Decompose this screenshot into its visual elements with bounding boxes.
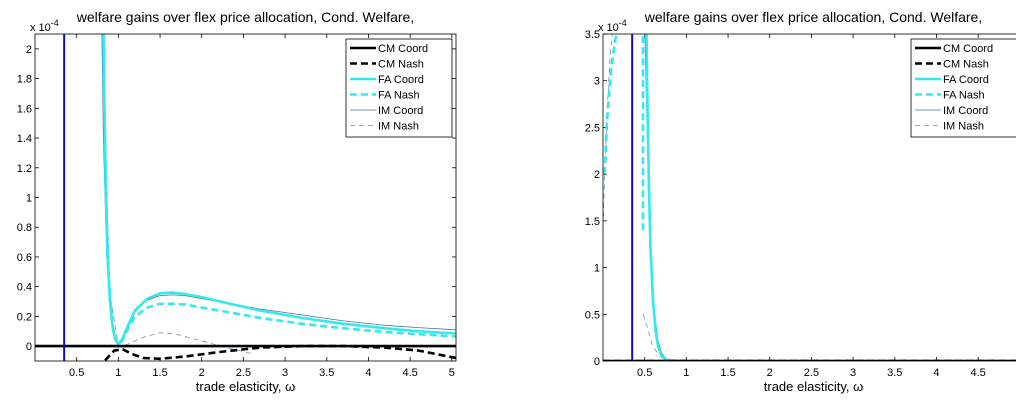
x-tick-label: 3.5 — [319, 367, 334, 379]
y-tick-label: 0 — [26, 341, 32, 353]
legend-label: CM Coord — [943, 43, 993, 55]
legend-label: IM Coord — [378, 105, 423, 117]
x-tick-label: 1 — [683, 367, 689, 379]
series-line-fa-nash — [102, 34, 456, 346]
x-axis-label: trade elasticity, ω — [196, 379, 296, 394]
data-layer — [603, 34, 1016, 361]
x-tick-label: 3 — [850, 367, 856, 379]
x-tick-label: 0.5 — [69, 367, 84, 379]
legend-label: CM Nash — [378, 59, 424, 71]
x-axis-label: trade elasticity, ω — [764, 379, 864, 394]
y-tick-label: 1 — [26, 193, 32, 205]
x-tick-label: 4 — [933, 367, 939, 379]
chart-title: welfare gains over flex price allocation… — [644, 9, 982, 25]
x-tick-label: 2 — [199, 367, 205, 379]
axis-multiplier-exponent: -4 — [51, 18, 59, 28]
x-tick-label: 2 — [767, 367, 773, 379]
series-line-fa-nash — [603, 34, 619, 175]
legend-box — [345, 38, 453, 138]
x-tick-label: 4.5 — [971, 367, 986, 379]
axes-box — [34, 33, 457, 362]
series-line-cm-nash — [102, 344, 456, 361]
legend-label: CM Nash — [943, 59, 989, 71]
legend: CM Coord CM Nash FA Coord FA Nash IM Coord IM… — [345, 38, 453, 138]
legend: CM Coord CM Nash FA Coord FA Nash IM Coord IM… — [910, 38, 1016, 138]
axes-box — [602, 33, 1016, 362]
x-tick-label: 1.5 — [720, 367, 735, 379]
legend-box — [910, 38, 1016, 138]
x-tick-label: 3 — [282, 367, 288, 379]
x-tick-label: 2.5 — [804, 367, 819, 379]
y-tick-label: 1 — [594, 263, 600, 275]
y-tick-label: 0.2 — [17, 311, 32, 323]
axis-multiplier: x 10-4 — [598, 18, 627, 34]
legend-label: FA Nash — [378, 90, 420, 102]
chart-panel-1: 0.5 1 1.5 2 2.5 3 3.5 4 4.5 5 0 0.2 0.4 0.6 0.8 1 1.2 1.4… — [17, 9, 457, 394]
y-tick-label: 0.8 — [17, 222, 32, 234]
y-tick-label: 0.4 — [17, 282, 32, 294]
y-tick-label: 2 — [26, 44, 32, 56]
axis-multiplier: x 10-4 — [30, 18, 59, 34]
y-tick-label: 2.5 — [585, 122, 600, 134]
legend-label: IM Nash — [378, 121, 419, 133]
x-tick-label: 4 — [365, 367, 371, 379]
chart-title: welfare gains over flex price allocation… — [76, 9, 414, 25]
y-tick-label: 0.5 — [585, 309, 600, 321]
y-tick-label: 0.6 — [17, 252, 32, 264]
y-tick-label: 1.6 — [17, 103, 32, 115]
y-tick-label: 2 — [594, 169, 600, 181]
x-tick-label: 1 — [115, 367, 121, 379]
legend-label: IM Coord — [943, 105, 988, 117]
x-tick-label: 3.5 — [887, 367, 902, 379]
legend-label: CM Coord — [378, 43, 428, 55]
y-tick-label: 0 — [594, 356, 600, 368]
x-tick-label: 5 — [449, 367, 455, 379]
data-layer — [35, 34, 456, 361]
y-tick-label: 3 — [594, 76, 600, 88]
legend-label: FA Coord — [378, 74, 424, 86]
y-tick-label: 1.5 — [585, 216, 600, 228]
axis-multiplier-exponent: -4 — [619, 18, 627, 28]
y-tick-label: 3.5 — [585, 29, 600, 41]
legend-label: IM Nash — [943, 121, 984, 133]
y-tick-label: 1.2 — [17, 163, 32, 175]
x-tick-label: 1.5 — [152, 367, 167, 379]
y-tick-label: 1.8 — [17, 74, 32, 86]
x-tick-label: 4.5 — [403, 367, 418, 379]
x-tick-label: 0.5 — [637, 367, 652, 379]
y-tick-label: 1.4 — [17, 133, 32, 145]
x-tick-label: 2.5 — [236, 367, 251, 379]
legend-label: FA Coord — [943, 74, 989, 86]
legend-label: FA Nash — [943, 90, 985, 102]
